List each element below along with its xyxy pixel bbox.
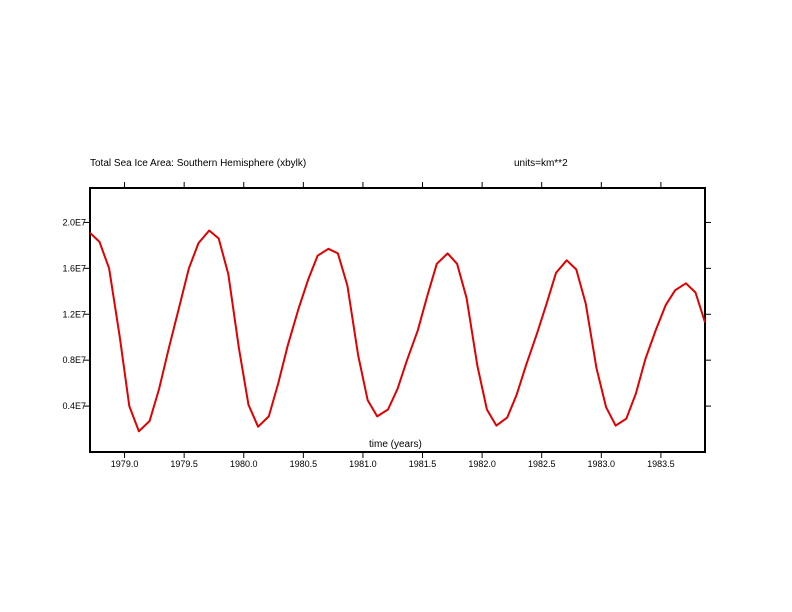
x-tick-label: 1979.5 <box>170 459 198 469</box>
x-tick-label: 1982.0 <box>468 459 496 469</box>
axis-ticks <box>84 182 711 458</box>
x-axis-label: time (years) <box>369 439 422 450</box>
y-tick-label: 1.2E7 <box>62 309 86 319</box>
axis-tick-labels: 1979.0 1979.5 1980.0 1980.5 1981.0 1981.5 1982… <box>62 217 674 469</box>
series-line <box>89 229 706 433</box>
y-tick-label: 1.6E7 <box>62 263 86 273</box>
x-tick-label: 1980.0 <box>230 459 258 469</box>
x-tick-label: 1979.0 <box>111 459 139 469</box>
y-tick-label: 2.0E7 <box>62 217 86 227</box>
x-tick-label: 1982.5 <box>528 459 556 469</box>
x-tick-label: 1981.5 <box>409 459 437 469</box>
y-tick-label: 0.4E7 <box>62 401 86 411</box>
chart-title: Total Sea Ice Area: Southern Hemisphere … <box>90 158 307 169</box>
x-tick-label: 1981.0 <box>349 459 377 469</box>
units-label: units=km**2 <box>514 158 568 169</box>
x-tick-label: 1983.0 <box>588 459 616 469</box>
x-tick-label: 1983.5 <box>647 459 675 469</box>
plot-frame <box>89 187 706 453</box>
y-tick-label: 0.8E7 <box>62 355 86 365</box>
x-tick-label: 1980.5 <box>290 459 318 469</box>
